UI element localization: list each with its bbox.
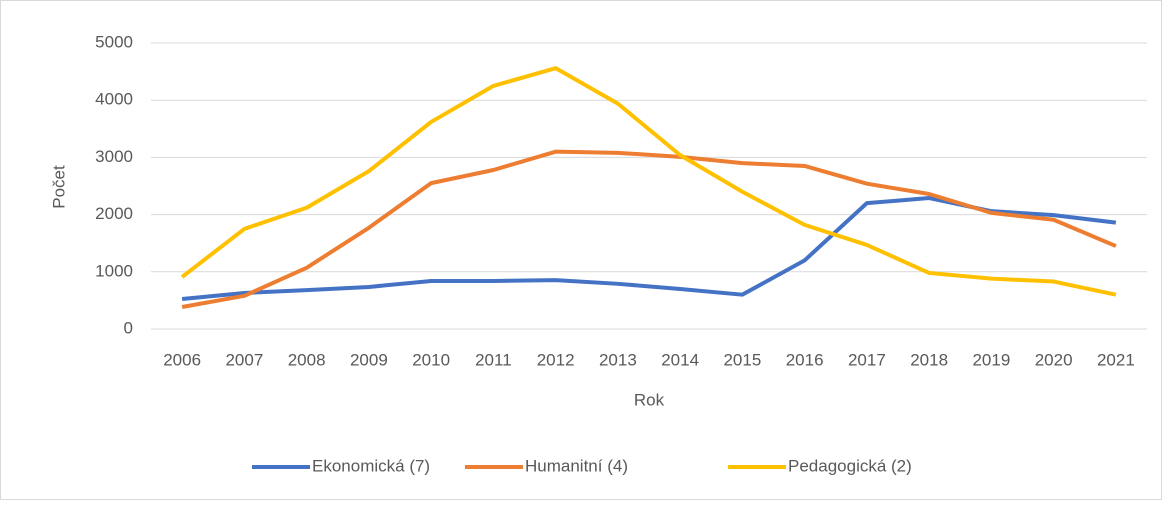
x-tick-label: 2021 [1097,350,1135,369]
x-tick-label: 2017 [848,350,886,369]
legend-label: Ekonomická (7) [312,456,430,475]
x-tick-label: 2008 [288,350,326,369]
x-tick-label: 2012 [537,350,575,369]
x-tick-label: 2007 [225,350,263,369]
x-tick-label: 2019 [972,350,1010,369]
y-tick-label: 4000 [95,90,133,109]
y-tick-label: 1000 [95,261,133,280]
y-tick-label: 3000 [95,147,133,166]
series-line [180,66,1117,297]
x-tick-label: 2010 [412,350,450,369]
x-tick-label: 2020 [1035,350,1073,369]
x-tick-label: 2016 [786,350,824,369]
x-tick-label: 2015 [723,350,761,369]
x-tick-label: 2011 [475,350,512,369]
legend-label: Humanitní (4) [525,456,628,475]
x-tick-label: 2013 [599,350,637,369]
y-tick-label: 5000 [95,32,133,51]
y-tick-label: 0 [124,318,133,337]
legend-label: Pedagogická (2) [788,456,912,475]
x-axis-label: Rok [634,390,665,409]
y-tick-label: 2000 [95,204,133,223]
series-line [181,149,1117,309]
y-axis-label: Počet [49,165,68,209]
x-tick-label: 2009 [350,350,388,369]
x-tick-label: 2018 [910,350,948,369]
x-tick-label: 2014 [661,350,699,369]
x-tick-label: 2006 [163,350,201,369]
